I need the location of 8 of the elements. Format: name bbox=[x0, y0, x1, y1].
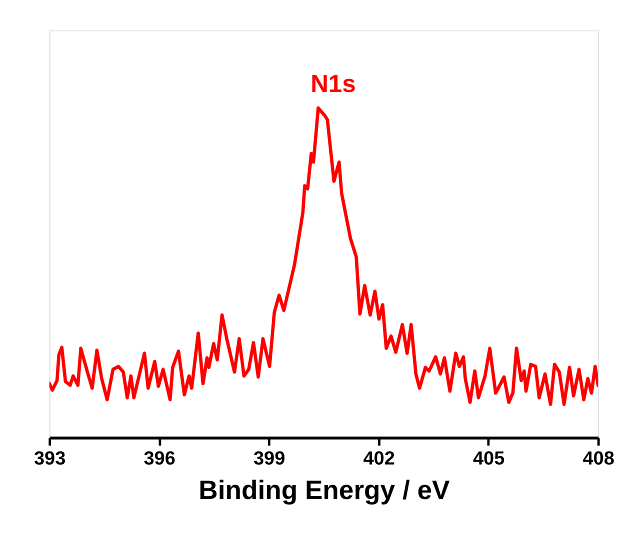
x-tick-label: 393 bbox=[34, 448, 66, 470]
x-tick-label: 399 bbox=[253, 448, 286, 470]
x-tick-label: 408 bbox=[582, 448, 614, 470]
text: N1s bbox=[310, 71, 356, 98]
x-tick-label: 405 bbox=[472, 448, 506, 470]
x-tick-label: 402 bbox=[363, 448, 395, 470]
x-tick-label: 396 bbox=[144, 448, 176, 470]
x-axis-title: Binding Energy / eV bbox=[198, 474, 450, 505]
